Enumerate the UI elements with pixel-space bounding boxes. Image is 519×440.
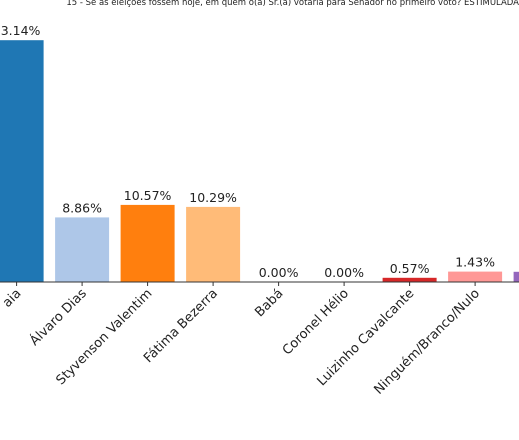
x-tick-label-1: Álvaro Dias [27, 285, 91, 349]
x-tick-label-7: Ninguém/Branco/Nulo [371, 286, 482, 397]
x-tick-label-4: Babá [252, 286, 286, 320]
value-label-7: 1.43% [455, 255, 495, 270]
bars-group: 33.14% 8.86% 10.57% 10.29% 0.00% 0.00% 0.57% 1.… [0, 23, 519, 283]
x-tick-label-5: Coronel Hélio [280, 286, 352, 358]
value-label-3: 10.29% [189, 190, 237, 205]
bar-0 [0, 40, 44, 283]
bar-2 [120, 204, 175, 282]
bar-3 [186, 206, 241, 282]
bar-7 [448, 271, 503, 282]
value-label-0: 33.14% [0, 23, 41, 38]
value-label-2: 10.57% [124, 188, 172, 203]
value-label-4: 0.00% [259, 265, 299, 280]
bar-6 [382, 277, 437, 282]
value-label-1: 8.86% [62, 200, 102, 215]
bar-8 [513, 271, 519, 282]
x-tick-label-0: aia [0, 286, 24, 310]
chart-title: 15 - Se as eleições fossem hoje, em quem… [66, 0, 519, 8]
value-label-6: 0.57% [390, 261, 430, 276]
value-label-5: 0.00% [324, 265, 364, 280]
bar-1 [55, 217, 110, 282]
